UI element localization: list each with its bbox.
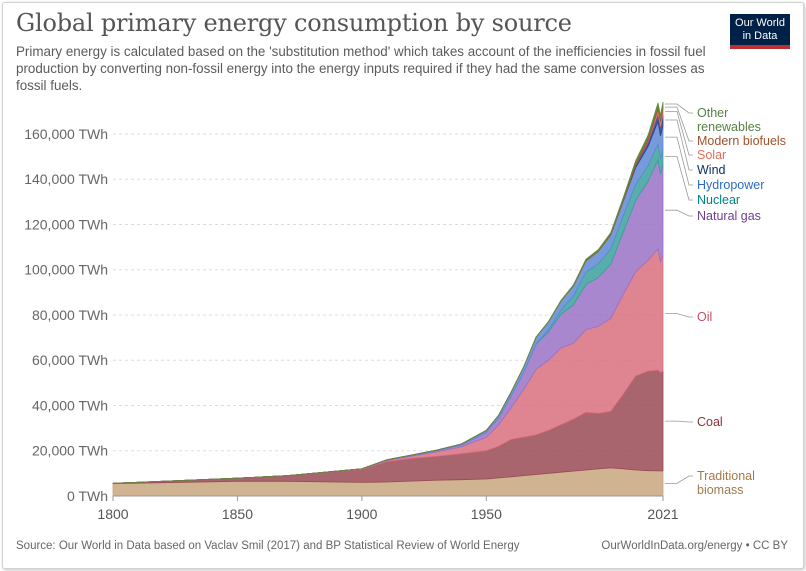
owid-logo[interactable]: Our World in Data	[730, 14, 790, 49]
legend-label: Modern biofuels	[697, 134, 786, 148]
legend-leader-line	[665, 209, 693, 217]
legend-leader-line	[665, 119, 693, 171]
legend-label: Hydropower	[697, 178, 764, 192]
legend-leader-line	[665, 106, 693, 142]
logo-accent-bar	[730, 45, 790, 49]
area-other-renewables	[112, 101, 664, 484]
logo-line-2: in Data	[742, 30, 778, 42]
legend-label: renewables	[697, 120, 761, 134]
x-tick-label: 1850	[222, 506, 253, 522]
legend-leader-line	[665, 111, 693, 156]
source-note[interactable]: Source: Our World in Data based on Vacla…	[16, 540, 520, 552]
chart-subtitle: Primary energy is calculated based on th…	[16, 44, 706, 93]
legend-leader-line	[665, 156, 693, 201]
y-tick-label: 120,000 TWh	[24, 216, 108, 232]
x-tick-label: 1950	[471, 506, 502, 522]
legend-label: biomass	[697, 483, 744, 497]
legend-label: Nuclear	[697, 193, 740, 207]
y-tick-label: 20,000 TWh	[32, 443, 108, 459]
x-tick-label: 1800	[97, 506, 128, 522]
x-tick-label: 2021	[647, 506, 678, 522]
y-tick-label: 40,000 TWh	[32, 397, 108, 413]
legend-leader-line	[665, 313, 693, 318]
license-link[interactable]: OurWorldInData.org/energy • CC BY	[601, 540, 788, 552]
legend-label: Traditional	[697, 469, 755, 483]
y-tick-label: 100,000 TWh	[24, 262, 108, 278]
legend-label: Oil	[697, 310, 712, 324]
y-tick-label: 60,000 TWh	[32, 352, 108, 368]
legend-label: Natural gas	[697, 209, 761, 223]
legend-leader-line	[665, 103, 693, 114]
y-tick-label: 80,000 TWh	[32, 307, 108, 323]
legend-label: Coal	[697, 415, 723, 429]
logo-line-1: Our World	[735, 17, 785, 29]
x-tick-label: 1900	[346, 506, 377, 522]
legend-leader-line	[665, 475, 693, 484]
legend-leader-line	[665, 420, 693, 423]
legend-leader-line	[665, 136, 693, 186]
legend-label: Other	[697, 106, 728, 120]
legend-label: Solar	[697, 148, 726, 162]
y-tick-label: 0 TWh	[67, 488, 108, 504]
legend-label: Wind	[697, 163, 726, 177]
y-tick-label: 140,000 TWh	[24, 171, 108, 187]
y-tick-label: 160,000 TWh	[24, 126, 108, 142]
chart-title: Global primary energy consumption by sou…	[16, 9, 572, 37]
